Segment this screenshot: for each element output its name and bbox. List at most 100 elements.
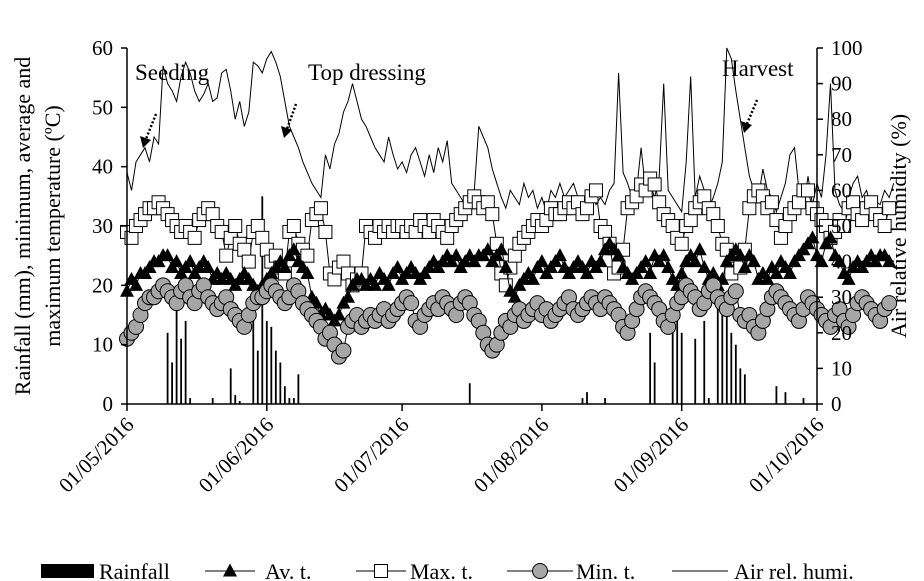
right-y-tick-label: 30 <box>831 285 852 309</box>
rainfall-bar <box>292 398 295 404</box>
data-point <box>832 254 847 268</box>
data-point <box>593 254 608 268</box>
data-point <box>814 254 829 268</box>
rainfall-bar <box>703 320 706 404</box>
rainfall-bar <box>175 309 178 404</box>
data-point <box>534 254 549 268</box>
left-y-tick-label: 0 <box>103 392 114 416</box>
rainfall-bar <box>256 350 259 404</box>
rainfall-bar <box>252 320 255 404</box>
data-point <box>864 195 879 210</box>
rainfall-bar <box>671 332 674 404</box>
data-point <box>697 189 712 204</box>
rainfall-bar <box>725 315 728 404</box>
rainfall-bar <box>234 395 237 404</box>
data-point <box>855 213 870 228</box>
data-point <box>381 277 396 291</box>
data-point <box>760 271 775 285</box>
rainfall-bar <box>274 350 277 404</box>
right-y-tick-label: 80 <box>831 107 852 131</box>
annotation-label: Seeding <box>135 60 210 85</box>
data-point <box>336 254 351 269</box>
rainfall-bar <box>189 398 192 404</box>
rainfall-bar <box>676 309 679 404</box>
data-point <box>688 254 703 268</box>
data-point <box>800 183 815 198</box>
data-point <box>782 265 797 279</box>
left-y-tick-label: 10 <box>92 333 113 357</box>
data-point <box>327 272 342 287</box>
data-point <box>733 248 748 262</box>
right-y-tick-label: 60 <box>831 178 852 202</box>
rainfall-bar <box>734 344 737 404</box>
legend-marker <box>374 564 388 578</box>
data-point <box>241 254 256 269</box>
data-point <box>737 260 752 274</box>
data-point <box>255 230 270 245</box>
data-point <box>313 201 328 216</box>
data-point <box>746 254 761 268</box>
rainfall-bar <box>238 401 241 404</box>
data-point <box>656 248 671 262</box>
x-tick-label: 01/10/2016 <box>744 413 829 498</box>
data-point <box>480 195 495 210</box>
left-y-tick-label: 50 <box>92 95 113 119</box>
humidity-line <box>126 47 895 214</box>
data-point <box>647 177 662 192</box>
right-y-tick-label: 100 <box>831 36 863 60</box>
legend-marker <box>532 563 548 579</box>
rainfall-bar <box>743 374 746 404</box>
right-y-tick-label: 20 <box>831 321 852 345</box>
rainfall-bar <box>166 332 169 404</box>
rainfall-bar <box>775 386 778 404</box>
rainfall-bar <box>265 320 268 404</box>
rainfall-bar <box>283 386 286 404</box>
data-point <box>742 201 757 216</box>
rainfall-bar <box>288 398 291 404</box>
rainfall-bar <box>211 398 214 404</box>
rainfall-bar <box>716 303 719 404</box>
data-point <box>368 277 383 291</box>
data-point <box>638 254 653 268</box>
data-point <box>390 260 405 274</box>
left-y-tick-label: 60 <box>92 36 113 60</box>
x-tick-label: 01/06/2016 <box>194 413 279 498</box>
annotation-label: Top dressing <box>308 60 426 85</box>
data-point <box>773 230 788 245</box>
data-point <box>674 236 689 251</box>
legend-marker <box>223 563 237 577</box>
data-point <box>877 219 892 233</box>
data-point <box>805 230 820 244</box>
rainfall-bar <box>180 338 183 404</box>
data-point <box>160 248 175 262</box>
data-point <box>331 307 346 321</box>
legend-label: Min. t. <box>576 559 635 581</box>
data-point <box>661 260 676 274</box>
annotation-arrow-shaft <box>285 103 298 130</box>
rainfall-bar <box>784 392 787 404</box>
data-point <box>764 195 779 210</box>
annotation-label: Harvest <box>722 56 794 81</box>
data-point <box>403 295 420 312</box>
data-point <box>201 260 216 274</box>
data-point <box>706 265 721 279</box>
x-tick-label: 01/08/2016 <box>469 413 554 498</box>
data-point <box>706 207 721 222</box>
right-y-tick-label: 50 <box>831 214 852 238</box>
annotations: Seeding Top dressing Harvest <box>135 56 794 148</box>
data-point <box>791 195 806 210</box>
data-point <box>480 242 495 256</box>
legend-swatch <box>41 564 94 578</box>
data-point <box>643 265 658 279</box>
data-point <box>837 219 852 233</box>
data-point <box>697 260 712 274</box>
x-tick-label: 01/09/2016 <box>609 413 694 498</box>
data-point <box>710 219 725 233</box>
data-point <box>219 248 234 263</box>
data-point <box>665 219 680 233</box>
min-temp-series <box>119 277 898 365</box>
data-point <box>778 219 793 233</box>
data-point <box>652 195 667 210</box>
right-y-axis-label: Air relative humidity (%) <box>886 114 911 338</box>
left-y-tick-label: 40 <box>92 155 113 179</box>
